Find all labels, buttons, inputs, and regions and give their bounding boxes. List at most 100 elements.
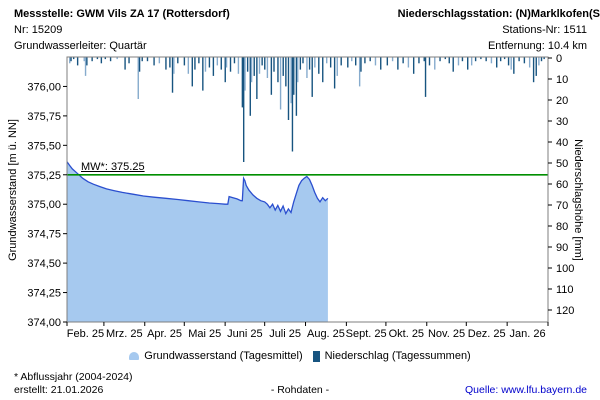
month-label: Juni 25: [227, 328, 262, 340]
right-tick-label: 60: [556, 179, 568, 191]
precip-bar: [302, 57, 304, 64]
mean-water-label: MW*: 375.25: [81, 161, 145, 173]
precip-bar: [391, 57, 394, 62]
precip-station-title: Niederschlagsstation: (N)Marklkofen(S: [397, 8, 600, 20]
plot-border: [66, 56, 549, 323]
right-tick-label: 40: [556, 137, 568, 149]
precip-bar: [347, 57, 349, 68]
precip-bar: [86, 57, 88, 66]
precip-bar: [467, 57, 469, 70]
month-label: Mai 25: [188, 328, 221, 340]
precip-bar: [220, 57, 222, 70]
precipitation-swatch-icon: [312, 350, 320, 362]
precip-bar: [326, 57, 328, 64]
precip-station-number: Stations-Nr: 1511: [502, 24, 587, 36]
right-tick-label: 50: [556, 158, 568, 170]
precip-bar: [104, 57, 107, 60]
precip-bar: [295, 57, 298, 116]
precip-bar: [253, 57, 255, 76]
precip-bar: [72, 57, 75, 60]
precip-bar: [100, 57, 103, 64]
precip-bar: [141, 57, 143, 62]
groundwater-swatch-icon: [129, 352, 140, 360]
precip-bar: [124, 57, 126, 70]
precip-bar: [290, 57, 292, 104]
precip-bar: [96, 57, 99, 60]
footnote: * Abflussjahr (2004-2024): [14, 371, 133, 383]
precip-bar: [351, 57, 353, 62]
precip-bar: [137, 57, 139, 99]
precip-bar: [277, 57, 279, 83]
precip-bar: [273, 57, 275, 72]
precip-bar: [225, 57, 228, 68]
precip-bar: [173, 57, 175, 74]
precip-bar: [293, 57, 295, 95]
month-label: Juli 25: [269, 328, 301, 340]
header-left: Messstelle: GWM Vils ZA 17 (Rottersdorf)…: [14, 6, 230, 54]
precip-bar: [457, 57, 460, 66]
precip-bar: [340, 57, 342, 66]
legend-item-groundwater: Grundwasserstand (Tagesmittel): [129, 350, 303, 362]
precip-bar: [474, 57, 477, 62]
precip-bar: [138, 57, 141, 72]
left-tick-label: 375,00: [27, 199, 61, 211]
precip-bar: [70, 57, 72, 62]
precip-bar: [202, 57, 204, 91]
left-tick-label: 376,00: [27, 81, 61, 93]
precip-bar: [543, 57, 545, 60]
precip-bar: [291, 57, 294, 152]
groundwater-area-series: [66, 161, 329, 322]
precip-bar: [329, 57, 332, 68]
precip-bar: [503, 57, 506, 60]
precip-bar: [256, 57, 258, 99]
precip-bar: [191, 57, 193, 87]
precip-bar: [285, 57, 287, 87]
precip-bar: [229, 57, 232, 72]
precip-bar: [299, 57, 302, 70]
precip-bar: [244, 57, 246, 91]
precip-bar: [204, 57, 207, 72]
precip-bar: [116, 57, 118, 60]
legend: Grundwasserstand (Tagesmittel) Niedersch…: [0, 350, 600, 362]
precip-bar: [448, 57, 450, 64]
precip-bar: [507, 57, 510, 66]
month-label: Jan. 26: [510, 328, 546, 340]
month-label: Nov. 25: [428, 328, 465, 340]
groundwater-area: [67, 161, 328, 322]
precip-station-distance: Entfernung: 10.4 km: [487, 40, 587, 52]
right-tick-label: 10: [556, 74, 568, 86]
precip-bar: [266, 57, 269, 78]
precip-bar: [169, 57, 171, 68]
right-tick-label: 20: [556, 95, 568, 107]
precip-bar: [374, 57, 377, 66]
precip-bar: [146, 57, 149, 62]
right-tick-label: 0: [556, 53, 562, 65]
precip-bar: [428, 57, 431, 66]
source-link[interactable]: Quelle: www.lfu.bayern.de: [465, 384, 587, 396]
precip-bar: [233, 57, 236, 64]
precip-bar: [250, 57, 253, 83]
precip-bar: [311, 57, 313, 97]
header-right: Niederschlagsstation: (N)Marklkofen(S St…: [398, 6, 600, 54]
precip-bar: [535, 57, 537, 76]
right-tick-label: 100: [556, 263, 574, 275]
precip-bar: [444, 57, 447, 60]
precip-bar: [499, 57, 502, 62]
precip-bar: [76, 57, 79, 66]
month-label: Mrz. 25: [106, 328, 143, 340]
precip-bar: [308, 57, 311, 70]
month-label: Aug. 25: [307, 328, 345, 340]
left-tick-label: 375,50: [27, 140, 61, 152]
precip-bar: [84, 57, 87, 76]
precip-bar: [183, 57, 186, 66]
precip-bar: [270, 57, 273, 95]
left-tick-label: 375,25: [27, 170, 61, 182]
precip-bar: [109, 57, 112, 62]
precip-bar: [369, 57, 371, 62]
right-axis-title: Niederschlagshöhe [mm]: [572, 139, 584, 261]
station-aquifer: Grundwasserleiter: Quartär: [14, 40, 147, 52]
precip-bar: [216, 57, 219, 66]
precip-bar: [246, 57, 249, 72]
precip-bar: [490, 57, 493, 64]
